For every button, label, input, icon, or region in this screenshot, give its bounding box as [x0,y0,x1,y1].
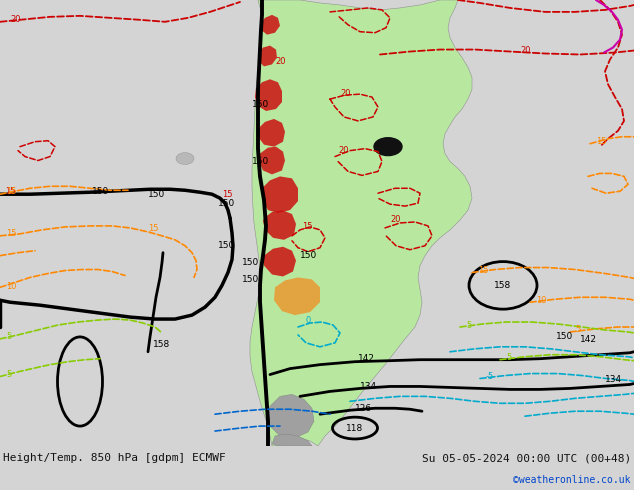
Polygon shape [255,79,282,111]
Text: 5: 5 [466,320,471,329]
Text: 142: 142 [580,335,597,344]
Text: 150: 150 [252,157,269,166]
Text: 15: 15 [478,266,489,275]
Text: 150: 150 [218,198,235,208]
Text: 150: 150 [556,332,573,342]
Polygon shape [264,247,296,276]
Polygon shape [268,394,314,438]
Polygon shape [272,434,312,446]
Text: 5: 5 [6,370,11,379]
Text: 15: 15 [222,190,233,199]
Text: Su 05-05-2024 00:00 UTC (00+48): Su 05-05-2024 00:00 UTC (00+48) [422,453,631,463]
Text: 20: 20 [390,216,401,224]
Text: 15: 15 [148,224,158,233]
Text: 10: 10 [6,282,16,291]
Text: 126: 126 [355,404,372,413]
Text: 15: 15 [5,187,15,196]
Polygon shape [259,147,285,174]
Text: 150: 150 [148,190,165,199]
Polygon shape [258,119,285,147]
Text: 10: 10 [536,296,547,305]
Text: 150: 150 [242,275,259,284]
Text: 15: 15 [6,229,16,238]
Text: 150: 150 [218,241,235,250]
Text: 118: 118 [346,423,364,433]
Text: 20: 20 [275,57,285,66]
Polygon shape [258,46,277,66]
Text: 0: 0 [305,316,310,324]
Text: 5: 5 [575,325,580,335]
Polygon shape [260,15,280,35]
Text: 158: 158 [153,341,171,349]
Text: -5: -5 [486,372,495,381]
Text: 150: 150 [252,99,269,109]
Text: 15: 15 [302,222,313,231]
Text: 15: 15 [6,187,16,196]
Text: ©weatheronline.co.uk: ©weatheronline.co.uk [514,475,631,485]
Ellipse shape [176,152,194,165]
Polygon shape [274,277,320,315]
Text: 134: 134 [605,375,622,384]
Text: 150: 150 [92,187,109,196]
Text: 15: 15 [596,137,607,146]
Text: 20: 20 [10,15,20,24]
Text: 158: 158 [495,281,512,290]
Text: 150: 150 [242,258,259,267]
Text: 142: 142 [358,354,375,363]
Text: 150: 150 [300,251,317,260]
Polygon shape [262,176,298,213]
Text: 5: 5 [6,332,11,342]
Text: 134: 134 [360,382,377,391]
Ellipse shape [374,138,402,155]
Text: Height/Temp. 850 hPa [gdpm] ECMWF: Height/Temp. 850 hPa [gdpm] ECMWF [3,453,226,463]
Text: 20: 20 [520,46,531,55]
Polygon shape [250,0,472,446]
Text: 20: 20 [338,146,349,155]
Text: 5: 5 [506,353,511,362]
Text: 20: 20 [340,89,351,98]
Polygon shape [263,210,296,240]
